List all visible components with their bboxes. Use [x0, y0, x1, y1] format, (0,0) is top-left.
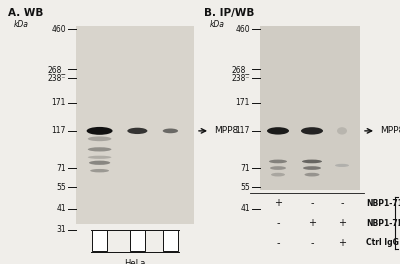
Text: 71: 71 — [56, 163, 66, 173]
Ellipse shape — [267, 127, 289, 135]
Text: MPP8: MPP8 — [214, 126, 238, 135]
Text: 41: 41 — [240, 204, 250, 213]
Text: kDa: kDa — [210, 20, 225, 29]
Ellipse shape — [337, 127, 347, 135]
Text: A. WB: A. WB — [8, 8, 43, 18]
Ellipse shape — [302, 159, 322, 163]
Text: IP: IP — [397, 219, 400, 228]
Ellipse shape — [88, 147, 111, 152]
Ellipse shape — [89, 161, 110, 165]
Ellipse shape — [303, 166, 321, 170]
Text: 15: 15 — [132, 236, 143, 245]
Bar — [130, 230, 145, 251]
Text: NBP1-71808: NBP1-71808 — [366, 219, 400, 228]
Bar — [163, 230, 178, 251]
Bar — [92, 230, 107, 251]
Text: -: - — [340, 198, 344, 208]
Text: 55: 55 — [56, 182, 66, 191]
Ellipse shape — [271, 173, 285, 176]
Bar — [260, 26, 360, 190]
Text: +: + — [308, 218, 316, 228]
Ellipse shape — [90, 169, 109, 172]
Text: 460: 460 — [51, 25, 66, 34]
Text: -: - — [310, 238, 314, 248]
Text: +: + — [338, 218, 346, 228]
Ellipse shape — [88, 136, 111, 141]
Text: HeLa: HeLa — [124, 259, 146, 264]
Text: Ctrl IgG: Ctrl IgG — [366, 238, 399, 247]
Text: +: + — [338, 238, 346, 248]
Text: +: + — [274, 198, 282, 208]
Ellipse shape — [301, 127, 323, 135]
Text: 5: 5 — [168, 236, 173, 245]
Text: -: - — [276, 238, 280, 248]
Text: 171: 171 — [236, 98, 250, 107]
Text: 41: 41 — [56, 204, 66, 213]
Ellipse shape — [163, 129, 178, 133]
Text: 238⁻: 238⁻ — [48, 74, 66, 83]
Text: B. IP/WB: B. IP/WB — [204, 8, 254, 18]
Ellipse shape — [88, 156, 111, 159]
Text: NBP1-71807: NBP1-71807 — [366, 199, 400, 208]
Ellipse shape — [269, 159, 287, 163]
Text: 268_: 268_ — [48, 65, 66, 74]
Ellipse shape — [270, 166, 286, 170]
Bar — [76, 26, 194, 224]
Ellipse shape — [87, 127, 112, 135]
Text: 238⁻: 238⁻ — [232, 74, 250, 83]
Text: 50: 50 — [94, 236, 105, 245]
Text: MPP8: MPP8 — [380, 126, 400, 135]
Text: 55: 55 — [240, 182, 250, 191]
Text: 31: 31 — [56, 225, 66, 234]
Text: kDa: kDa — [14, 20, 29, 29]
Text: -: - — [276, 218, 280, 228]
Text: 117: 117 — [236, 126, 250, 135]
Ellipse shape — [304, 173, 320, 176]
Text: 117: 117 — [52, 126, 66, 135]
Text: 71: 71 — [240, 163, 250, 173]
Text: 460: 460 — [235, 25, 250, 34]
Text: -: - — [310, 198, 314, 208]
Ellipse shape — [335, 164, 349, 167]
Ellipse shape — [127, 128, 147, 134]
Text: 171: 171 — [52, 98, 66, 107]
Text: 268_: 268_ — [232, 65, 250, 74]
